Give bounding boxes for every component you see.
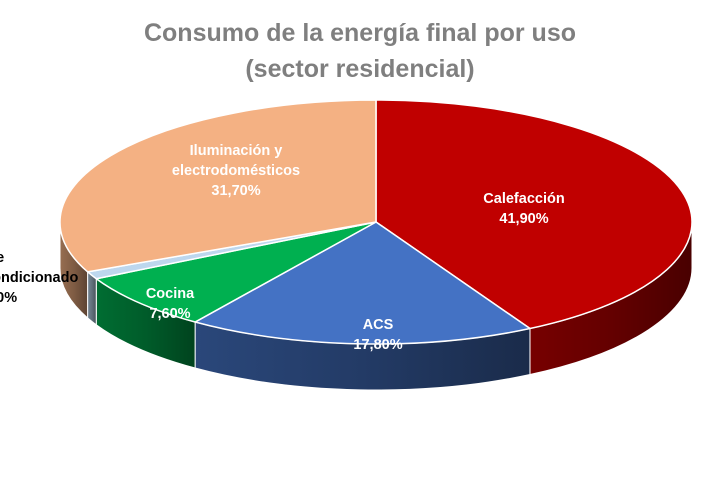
chart-title-line-2: (sector residencial) [245,55,475,83]
data-label-cocina: Cocina 7,60% [146,286,195,322]
data-label-acs: ACS 17,80% [353,317,402,353]
pie-side-aire-acondicionado [87,270,97,326]
data-label-calefaccion: Calefacción 41,90% [483,191,564,227]
chart-title-line-1: Consumo de la energía final por uso [143,19,576,47]
data-label-iluminacion-y-electrodomesticos: Iluminación y electrodomésticos 31,70% [172,143,300,199]
data-label-aire-acondicionado: Aireacondicionado1,00% [0,250,78,306]
pie-slice-calefaccion [375,99,693,330]
pie-slice-iluminacion-y-electrodomesticos [59,99,377,273]
pie-slice-cocina [95,221,377,323]
pie-slice-acs [194,221,531,345]
